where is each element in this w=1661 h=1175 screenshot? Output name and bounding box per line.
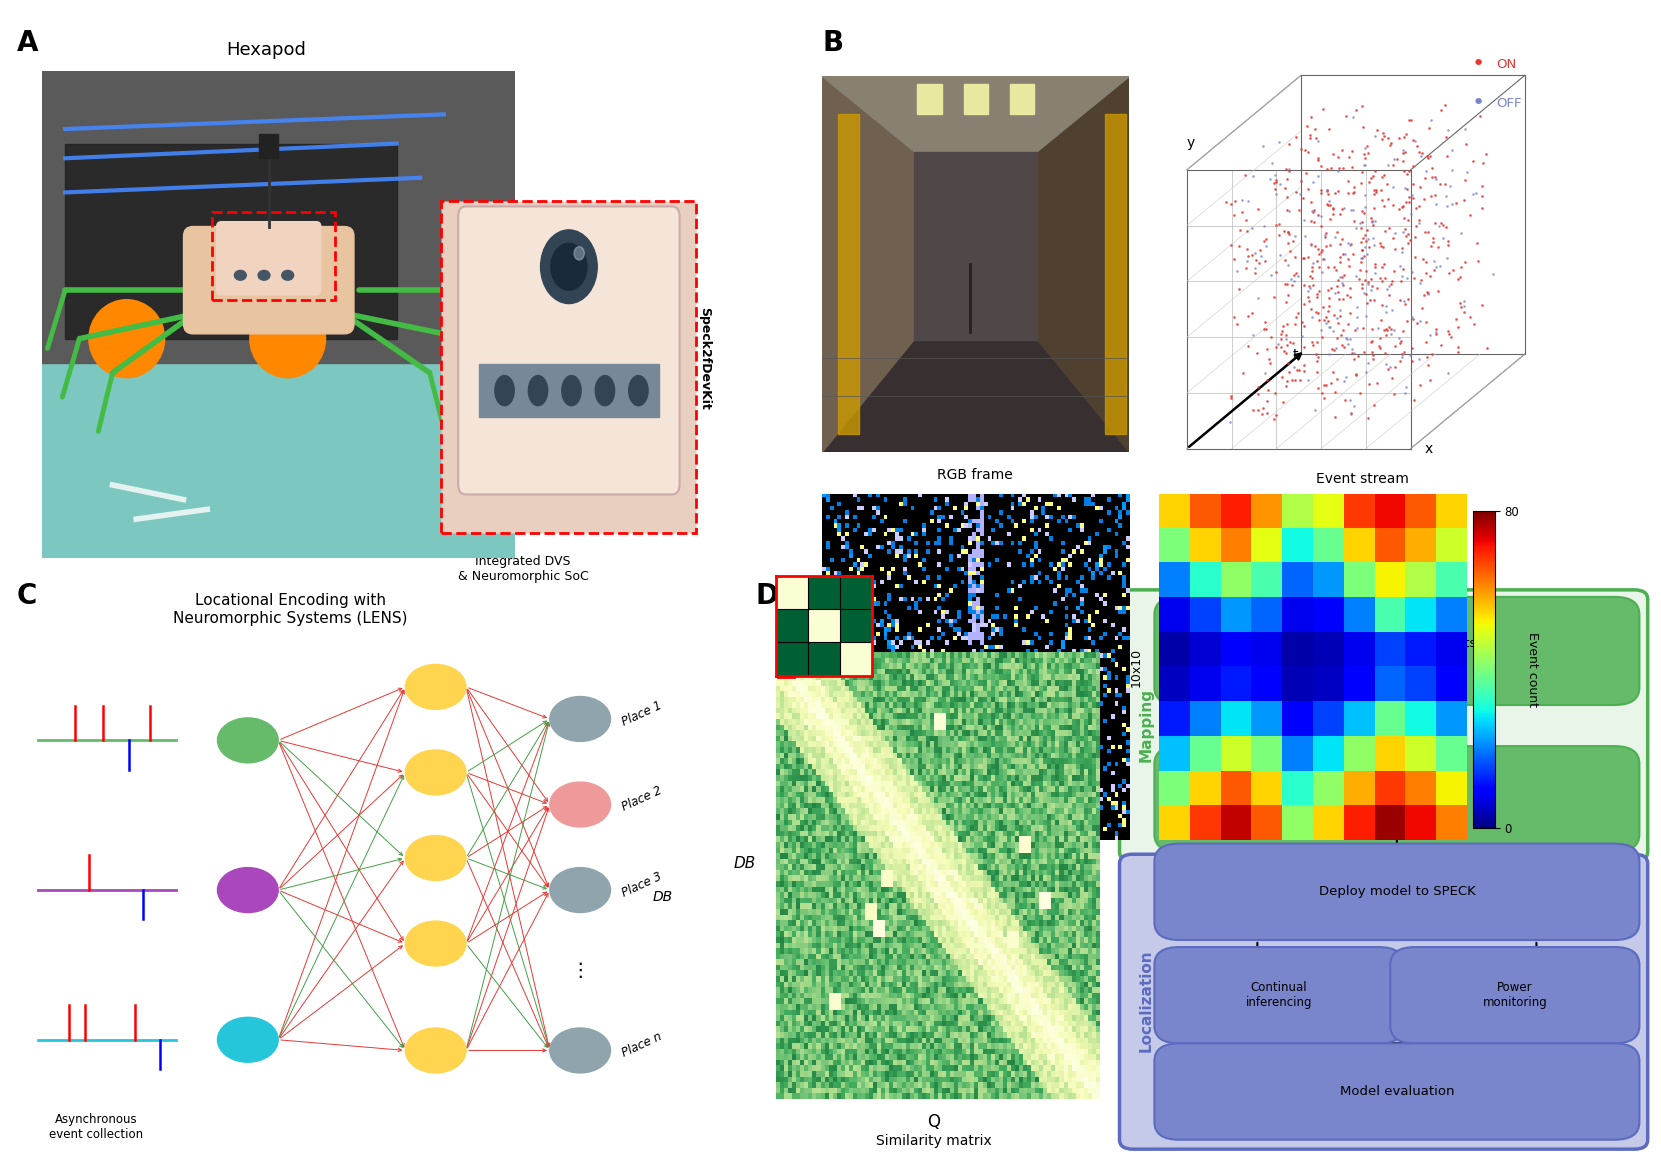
Text: Speck2fDevKit: Speck2fDevKit — [698, 307, 711, 410]
Bar — [914, 152, 1036, 340]
Bar — [777, 654, 794, 677]
Bar — [1010, 83, 1035, 114]
Text: t: t — [1292, 348, 1299, 362]
Bar — [917, 83, 942, 114]
Text: Similarity matrix: Similarity matrix — [875, 1134, 992, 1148]
Ellipse shape — [595, 376, 615, 405]
Circle shape — [540, 230, 598, 303]
Ellipse shape — [495, 376, 515, 405]
FancyBboxPatch shape — [1154, 746, 1639, 852]
Text: Deploy model to SPECK: Deploy model to SPECK — [1319, 885, 1475, 899]
Bar — [213, 212, 336, 300]
Text: •: • — [1472, 54, 1485, 74]
Text: Localization: Localization — [1138, 949, 1154, 1053]
Text: Place 3: Place 3 — [620, 870, 664, 900]
Ellipse shape — [257, 270, 271, 280]
Polygon shape — [822, 76, 1129, 152]
FancyBboxPatch shape — [1154, 947, 1404, 1043]
Text: Hexapod: Hexapod — [226, 41, 306, 59]
Ellipse shape — [528, 376, 548, 405]
Circle shape — [550, 1028, 611, 1073]
Text: Downsampled
Event Frame: Downsampled Event Frame — [1262, 855, 1362, 886]
Text: Train LENS model: Train LENS model — [1339, 792, 1455, 806]
Polygon shape — [822, 340, 1129, 452]
Bar — [1105, 114, 1126, 434]
Bar — [478, 364, 659, 417]
Bar — [42, 363, 515, 558]
Text: Event stream: Event stream — [1316, 472, 1409, 486]
Ellipse shape — [282, 270, 294, 280]
Circle shape — [551, 243, 586, 290]
Text: DB: DB — [653, 889, 673, 904]
Text: D: D — [756, 582, 779, 610]
Polygon shape — [1036, 76, 1129, 452]
FancyBboxPatch shape — [183, 227, 354, 334]
Polygon shape — [822, 76, 914, 452]
Circle shape — [550, 783, 611, 827]
Text: Event frame: Event frame — [932, 855, 1018, 870]
Text: E: E — [1110, 582, 1128, 610]
Y-axis label: Event count: Event count — [1526, 632, 1538, 707]
Circle shape — [405, 835, 467, 880]
Text: 10x10: 10x10 — [1129, 647, 1143, 687]
Text: ON: ON — [1497, 59, 1516, 72]
Text: A: A — [17, 29, 38, 58]
Text: Locational Encoding with
Neuromorphic Systems (LENS): Locational Encoding with Neuromorphic Sy… — [173, 593, 409, 626]
Text: RGB frame: RGB frame — [937, 468, 1013, 482]
Bar — [42, 70, 515, 363]
Circle shape — [550, 867, 611, 913]
Ellipse shape — [234, 270, 246, 280]
Text: Integrated DVS
& Neuromorphic SoC: Integrated DVS & Neuromorphic SoC — [458, 555, 588, 583]
Text: B: B — [822, 29, 844, 58]
Text: DB: DB — [734, 857, 756, 871]
Circle shape — [90, 300, 164, 377]
Text: Model evaluation: Model evaluation — [1340, 1085, 1453, 1099]
Bar — [837, 114, 859, 434]
Circle shape — [405, 921, 467, 966]
FancyBboxPatch shape — [216, 222, 321, 295]
Circle shape — [249, 300, 326, 377]
Bar — [963, 83, 988, 114]
Circle shape — [405, 1028, 467, 1073]
Text: y: y — [1188, 136, 1196, 150]
Text: Place 1: Place 1 — [620, 699, 664, 728]
Bar — [259, 134, 279, 159]
Text: •: • — [1472, 93, 1485, 113]
Circle shape — [405, 664, 467, 710]
Ellipse shape — [561, 376, 581, 405]
FancyBboxPatch shape — [1154, 1043, 1639, 1140]
Ellipse shape — [630, 376, 648, 405]
Text: ⋮: ⋮ — [570, 961, 590, 980]
Text: Q: Q — [927, 1113, 940, 1130]
Text: OFF: OFF — [1497, 96, 1521, 110]
Bar — [65, 143, 397, 338]
Text: Asynchronous
event collection: Asynchronous event collection — [50, 1114, 143, 1141]
Circle shape — [218, 718, 277, 763]
Text: 80x80: 80x80 — [792, 647, 806, 687]
Text: Power
monitoring: Power monitoring — [1483, 981, 1546, 1009]
Circle shape — [550, 697, 611, 741]
FancyBboxPatch shape — [1390, 947, 1639, 1043]
Circle shape — [405, 750, 467, 795]
Circle shape — [218, 1018, 277, 1062]
Text: Sequence
matching: Sequence matching — [897, 602, 965, 632]
Text: Collect reference events/
create event frames: Collect reference events/ create event f… — [1312, 637, 1482, 665]
Text: Continual
inferencing: Continual inferencing — [1246, 981, 1312, 1009]
Text: Place n: Place n — [620, 1030, 664, 1060]
FancyBboxPatch shape — [1154, 844, 1639, 940]
FancyBboxPatch shape — [458, 207, 679, 495]
FancyBboxPatch shape — [1154, 597, 1639, 705]
Text: Mapping: Mapping — [1138, 689, 1154, 761]
FancyBboxPatch shape — [1120, 854, 1648, 1149]
Text: Place 2: Place 2 — [620, 784, 664, 814]
Text: x: x — [1425, 442, 1433, 456]
FancyBboxPatch shape — [1120, 590, 1648, 861]
Circle shape — [218, 867, 277, 913]
Text: C: C — [17, 582, 37, 610]
Circle shape — [575, 247, 585, 260]
